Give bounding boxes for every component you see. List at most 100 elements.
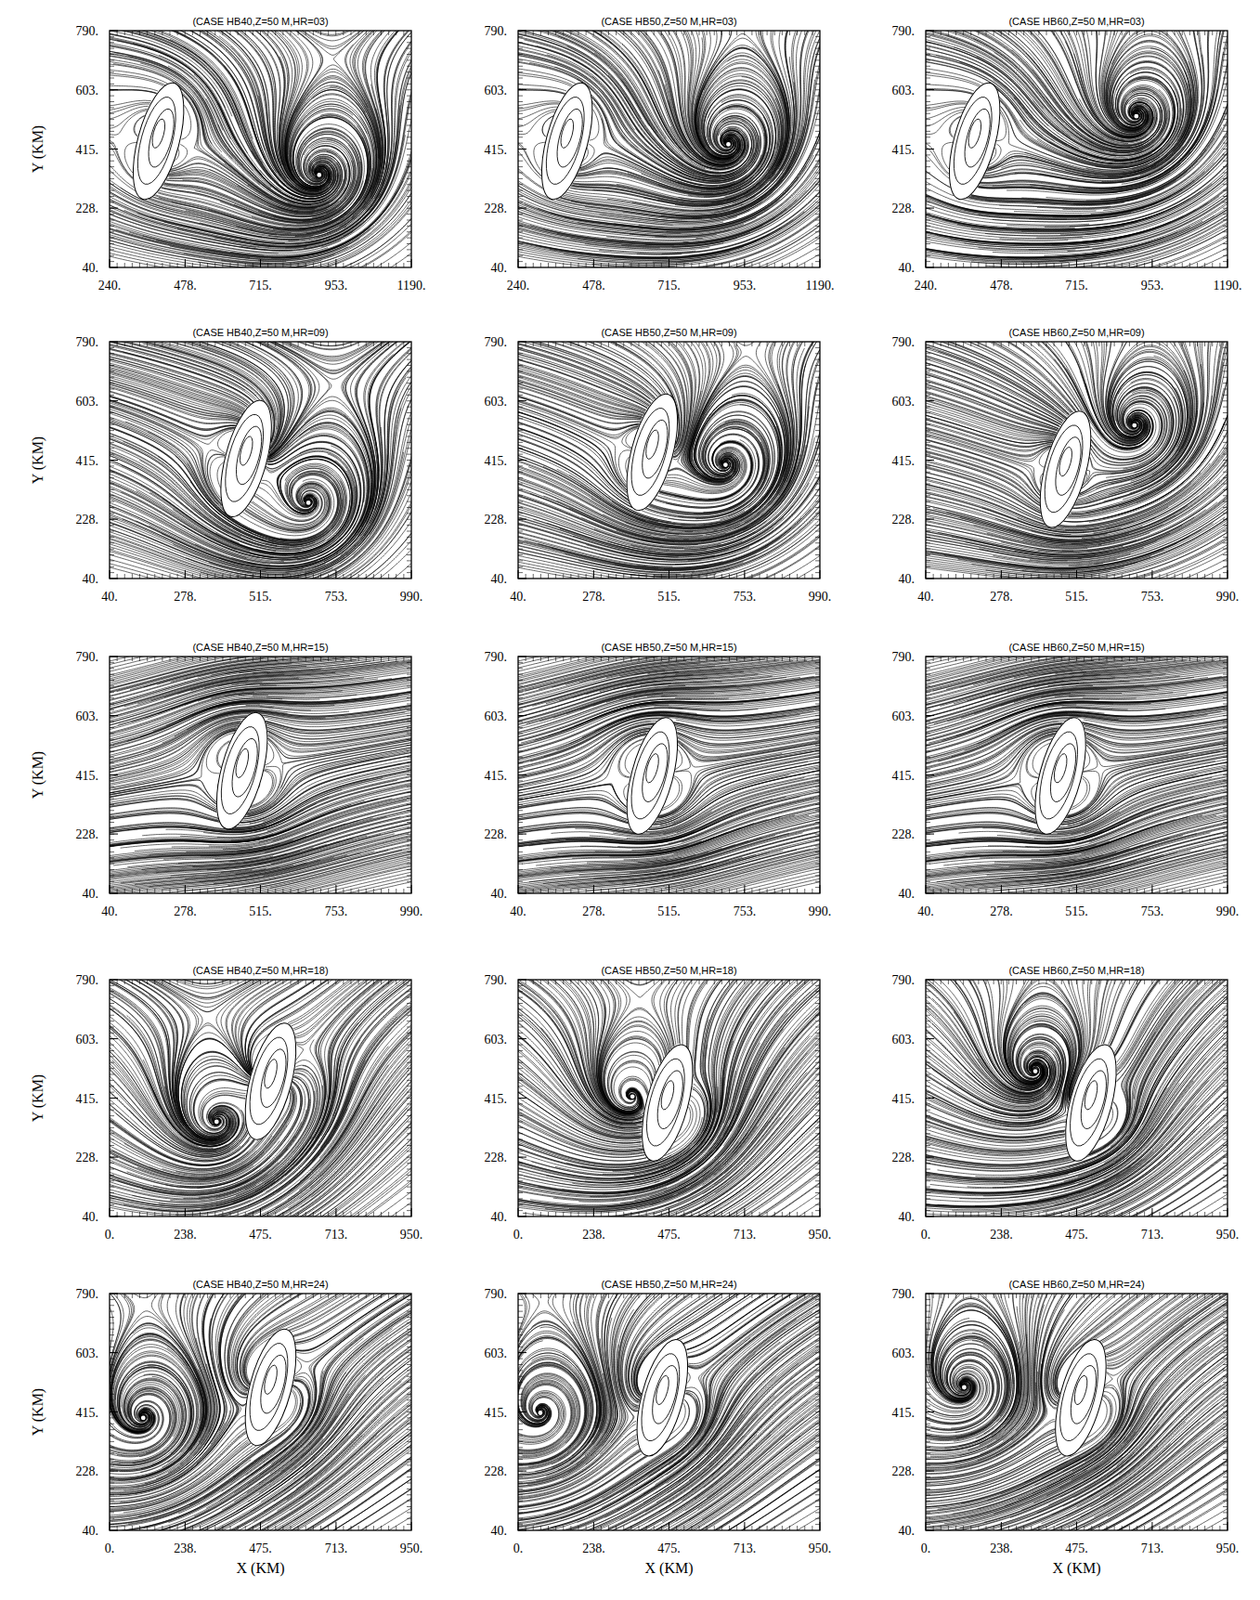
streamline: [508, 365, 646, 413]
streamline: [507, 559, 689, 584]
streamlines: [914, 331, 1238, 589]
x-tick-label: 953.: [1141, 278, 1165, 293]
streamline: [1133, 234, 1239, 277]
x-tick-label: 753.: [733, 589, 757, 604]
y-tick-label: 603.: [484, 394, 508, 409]
x-tick-label: 478.: [173, 278, 197, 293]
vortex-center: [722, 462, 728, 468]
streamline: [508, 350, 651, 406]
vortex-center: [316, 171, 323, 178]
x-tick-label: 515.: [657, 589, 681, 604]
y-tick-label: 40.: [491, 260, 508, 275]
streamline: [915, 89, 974, 94]
y-tick-label: 603.: [892, 83, 916, 98]
y-tick-label: 228.: [892, 201, 916, 216]
streamline: [99, 103, 151, 115]
streamline: [508, 103, 559, 113]
panel-title: (CASE HB60,Z=50 M,HR=03): [1008, 15, 1144, 27]
y-tick-label: 228.: [484, 512, 508, 527]
panel: 40.278.515.753.990.40.228.415.603.790.(C…: [484, 326, 832, 604]
streamline: [507, 89, 566, 94]
streamline: [772, 247, 830, 278]
x-tick-label: 240.: [98, 278, 122, 293]
x-tick-label: 1190.: [397, 278, 427, 293]
streamline: [915, 101, 968, 106]
streamline: [755, 239, 831, 277]
y-axis-title: Y (KM): [29, 436, 47, 484]
streamline: [99, 90, 157, 94]
y-tick-label: 415.: [76, 454, 100, 468]
streamline: [1173, 248, 1238, 277]
y-axis-title: Y (KM): [29, 125, 47, 173]
panel-title: (CASE HB40,Z=50 M,HR=03): [192, 15, 328, 27]
y-tick-label: 228.: [76, 512, 100, 527]
streamline: [369, 344, 422, 524]
y-tick-label: 40.: [82, 260, 100, 275]
x-tick-label: 990.: [400, 589, 424, 604]
streamline: [508, 139, 542, 176]
x-tick-label: 753.: [324, 589, 349, 604]
vortex-center: [305, 499, 312, 506]
streamline: [915, 165, 950, 189]
streamline: [740, 538, 830, 588]
streamlines: [914, 20, 1238, 278]
figure: 240. 478. 715. 953. 1190. 40. 228. 415. 603. 790.…: [0, 0, 1260, 1600]
streamline: [915, 142, 949, 175]
panel: 240.478.715.953.1190.40.228.415.603.790.…: [29, 15, 426, 293]
streamline: [971, 149, 1207, 202]
panel: 40.278.515.753.990.40.228.415.603.790.(C…: [892, 326, 1240, 604]
y-tick-label: 790.: [892, 24, 916, 39]
streamline: [943, 332, 1072, 414]
x-tick-label: 240.: [914, 278, 938, 293]
y-tick-label: 790.: [76, 335, 100, 350]
streamline: [507, 101, 560, 106]
x-tick-label: 240.: [506, 278, 531, 293]
x-tick-label: 1190.: [1213, 278, 1243, 293]
x-tick-label: 990.: [808, 589, 832, 604]
x-tick-label: 478.: [989, 278, 1014, 293]
streamline: [99, 557, 216, 589]
streamline: [99, 140, 132, 180]
x-tick-label: 715.: [248, 278, 273, 293]
x-tick-label: 715.: [657, 278, 681, 293]
streamline: [915, 164, 950, 188]
panel: 40.278.515.753.990.40.228.415.603.790.(C…: [29, 326, 423, 604]
streamline: [507, 88, 566, 94]
y-tick-label: 228.: [76, 201, 100, 216]
vortex-center: [1133, 113, 1140, 119]
streamlines: [99, 20, 423, 277]
y-tick-label: 790.: [484, 24, 508, 39]
streamlines: [507, 20, 832, 278]
x-tick-label: 40.: [509, 589, 527, 604]
y-tick-label: 415.: [484, 142, 508, 157]
x-tick-label: 1190.: [805, 278, 835, 293]
panel: 240. 478. 715. 953. 1190. 40. 228. 415. 603. 790.…: [892, 15, 1243, 293]
streamline: [778, 557, 832, 588]
panel-title: (CASE HB50,Z=50 M,HR=03): [600, 15, 737, 27]
y-tick-label: 40.: [898, 260, 916, 275]
streamline: [733, 231, 830, 277]
y-tick-label: 415.: [76, 142, 100, 157]
streamline: [100, 156, 135, 188]
x-tick-label: 953.: [324, 278, 349, 293]
y-tick-label: 603.: [484, 83, 508, 98]
x-tick-label: 515.: [248, 589, 273, 604]
streamlines: [507, 331, 832, 589]
panel: 240.478.715.953.1190.40.228.415.603.790.…: [484, 15, 835, 293]
streamline: [915, 88, 974, 94]
y-tick-label: 40.: [82, 571, 100, 586]
y-tick-label: 603.: [76, 83, 100, 98]
x-tick-label: 953.: [733, 278, 757, 293]
x-tick-label: 40.: [101, 589, 118, 604]
vortex-center: [725, 141, 731, 147]
x-tick-label: 278.: [582, 589, 606, 604]
y-tick-label: 415.: [892, 142, 916, 157]
y-tick-label: 415.: [484, 454, 508, 468]
y-tick-label: 790.: [484, 335, 508, 350]
streamline: [507, 520, 763, 559]
y-tick-label: 603.: [76, 394, 100, 409]
y-tick-label: 228.: [484, 201, 508, 216]
x-tick-label: 715.: [1065, 278, 1089, 293]
y-tick-label: 40.: [491, 571, 508, 586]
streamline: [99, 100, 152, 106]
